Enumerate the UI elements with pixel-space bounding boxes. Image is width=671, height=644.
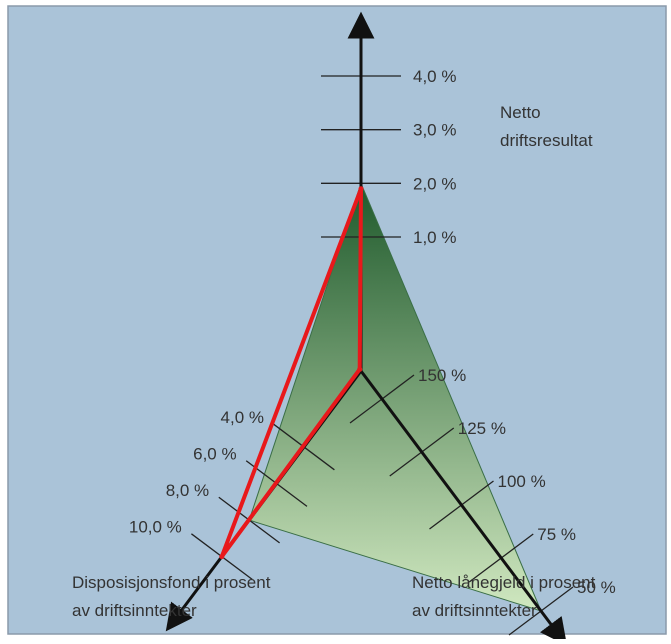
series-point-netto_driftsresultat <box>358 186 364 192</box>
tick-label-netto_driftsresultat-0: 1,0 % <box>413 228 456 247</box>
axis-title-disposisjonsfond-line-1: Disposisjonsfond i prosent <box>72 573 271 592</box>
series <box>219 186 364 560</box>
axis-title-netto-lanegjeld-line-1: Netto lånegjeld i prosent <box>412 573 596 592</box>
tick-label-netto_driftsresultat-1: 2,0 % <box>413 174 456 193</box>
tick-label-disposisjonsfond-2: 8,0 % <box>166 481 209 500</box>
axis-line-netto_lanegjeld <box>359 370 568 644</box>
tick-label-netto_lanegjeld-0: 150 % <box>418 366 466 385</box>
tick-label-netto_lanegjeld-1: 125 % <box>458 419 506 438</box>
series-polygon-0 <box>219 187 363 558</box>
tick-label-disposisjonsfond-1: 6,0 % <box>193 445 236 464</box>
series-point-disposisjonsfond <box>219 554 225 560</box>
axis-title-netto-driftsresultat-line-2: driftsresultat <box>500 131 593 150</box>
tick-label-netto_lanegjeld-4: 50 % <box>577 578 616 597</box>
tick-label-disposisjonsfond-0: 4,0 % <box>221 408 264 427</box>
tick-label-netto_lanegjeld-2: 100 % <box>498 472 546 491</box>
series-point-netto_lanegjeld <box>357 366 363 372</box>
axis-title-netto-driftsresultat-line-1: Netto <box>500 103 541 122</box>
tick-label-netto_driftsresultat-3: 4,0 % <box>413 67 456 86</box>
benchmark-triangle <box>248 181 542 612</box>
axis-title-netto-lanegjeld-line-2: av driftsinntekter <box>412 601 537 620</box>
axis-title-disposisjonsfond-line-2: av driftsinntekter <box>72 601 197 620</box>
tick-labels: 1,0 % 2,0 % 3,0 % 4,0 % 150 % 125 % 100 % 75 % 5… <box>129 67 616 597</box>
tick-label-disposisjonsfond-3: 10,0 % <box>129 518 182 537</box>
tick-label-netto_driftsresultat-2: 3,0 % <box>413 121 456 140</box>
tick-label-netto_lanegjeld-3: 75 % <box>537 525 576 544</box>
